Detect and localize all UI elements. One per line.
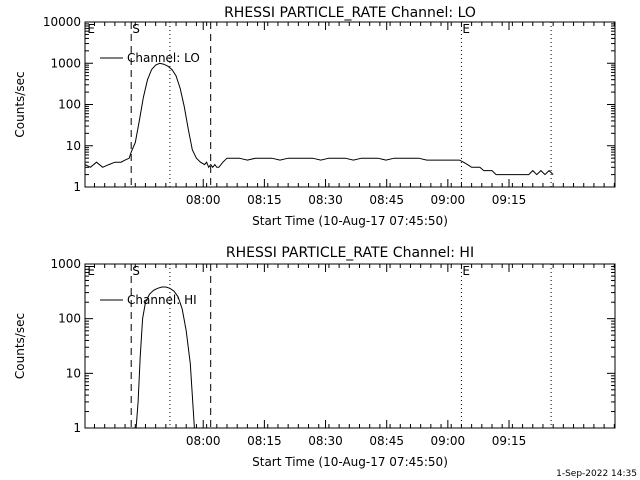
hi-marker-label: E (462, 264, 470, 278)
lo-x-tick-label: 09:15 (492, 193, 527, 207)
hi-x-tick-label: 08:30 (308, 434, 343, 448)
hi-y-tick-label: 100 (58, 312, 81, 326)
lo-x-axis-label: Start Time (10-Aug-17 07:45:50) (252, 214, 448, 228)
lo-marker-label: E (462, 22, 470, 36)
hi-y-tick-label: 10 (66, 366, 81, 380)
hi-y-axis-label: Counts/sec (13, 313, 27, 379)
lo-x-tick-label: 08:00 (186, 193, 221, 207)
lo-plot-frame (84, 21, 616, 188)
lo-series-line (85, 62, 554, 176)
timestamp-label: 1-Sep-2022 14:35 (556, 469, 637, 479)
lo-chart-title: RHESSI PARTICLE_RATE Channel: LO (224, 5, 476, 21)
hi-chart-title: RHESSI PARTICLE_RATE Channel: HI (226, 245, 474, 261)
hi-x-tick-label: 08:15 (247, 434, 282, 448)
lo-legend-label: Channel: LO (127, 51, 200, 65)
lo-x-tick-label: 08:30 (308, 193, 343, 207)
lo-y-tick-label: 100 (58, 98, 81, 112)
hi-x-tick-label: 08:45 (369, 434, 404, 448)
hi-x-axis-label: Start Time (10-Aug-17 07:45:50) (252, 455, 448, 469)
lo-y-tick-label: 1000 (50, 56, 81, 70)
hi-x-tick-label: 09:15 (492, 434, 527, 448)
hi-x-tick-label: 08:00 (186, 434, 221, 448)
hi-legend-label: Channel: HI (127, 293, 197, 307)
lo-marker-label: E (87, 22, 95, 36)
hi-x-tick-label: 09:00 (431, 434, 466, 448)
hi-series-line (135, 286, 195, 428)
hi-y-tick-label: 1000 (50, 257, 81, 271)
lo-x-tick-label: 09:00 (431, 193, 466, 207)
hi-y-tick-label: 1 (73, 421, 81, 435)
lo-y-tick-label: 1 (73, 180, 81, 194)
hi-marker-label: S (132, 264, 140, 278)
lo-y-axis-label: Counts/sec (13, 71, 27, 137)
lo-y-tick-label: 10000 (43, 15, 81, 29)
lo-x-tick-label: 08:45 (369, 193, 404, 207)
hi-plot-frame (84, 263, 616, 429)
lo-y-tick-label: 10 (66, 139, 81, 153)
lo-marker-label: S (132, 22, 140, 36)
hi-marker-label: E (87, 264, 95, 278)
lo-x-tick-label: 08:15 (247, 193, 282, 207)
